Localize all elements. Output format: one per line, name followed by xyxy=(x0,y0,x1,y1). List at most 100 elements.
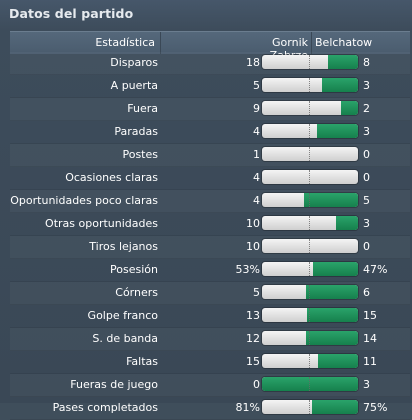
home-value: 5 xyxy=(253,79,260,92)
stat-row: Golpe franco 13 15 xyxy=(10,305,410,328)
stat-label: Paradas xyxy=(114,125,158,138)
away-share-fill xyxy=(306,308,358,322)
header-divider xyxy=(311,32,312,54)
stat-row: Ocasiones claras 4 0 xyxy=(10,167,410,190)
away-share-fill xyxy=(312,262,358,276)
stat-row: Córners 5 6 xyxy=(10,282,410,305)
bar-midline xyxy=(309,170,310,184)
home-value: 10 xyxy=(246,240,260,253)
stat-row: Postes 1 0 xyxy=(10,144,410,167)
bar-midline xyxy=(309,193,310,207)
header-away-team[interactable]: Belchatow xyxy=(315,36,373,49)
home-value: 13 xyxy=(246,309,260,322)
home-value: 0 xyxy=(253,378,260,391)
away-value: 14 xyxy=(363,332,377,345)
stat-row: Otras oportunidades 10 3 xyxy=(10,213,410,236)
bar-midline xyxy=(309,331,310,345)
away-share-fill xyxy=(306,331,358,345)
stat-comparison-bar xyxy=(262,147,358,161)
home-value: 4 xyxy=(253,171,260,184)
bar-midline xyxy=(309,78,310,92)
stat-comparison-bar xyxy=(262,331,358,345)
home-value: 18 xyxy=(246,56,260,69)
stat-row: Faltas 15 11 xyxy=(10,351,410,374)
stat-comparison-bar xyxy=(262,239,358,253)
bar-midline xyxy=(309,101,310,115)
stat-comparison-bar xyxy=(262,101,358,115)
stat-comparison-bar xyxy=(262,216,358,230)
stat-comparison-bar xyxy=(262,124,358,138)
stats-table: Disparos 18 8 A puerta 5 3 Fuera 9 2 Paradas 4 3 Pos… xyxy=(10,52,410,420)
away-share-fill xyxy=(262,377,358,391)
bar-midline xyxy=(309,239,310,253)
away-share-fill xyxy=(322,78,358,92)
away-share-fill xyxy=(304,193,358,207)
stat-comparison-bar xyxy=(262,170,358,184)
bar-midline xyxy=(309,308,310,322)
home-value: 12 xyxy=(246,332,260,345)
stat-label: Faltas xyxy=(126,355,158,368)
stat-row: A puerta 5 3 xyxy=(10,75,410,98)
stat-row: Tiros lejanos 10 0 xyxy=(10,236,410,259)
away-value: 6 xyxy=(363,286,370,299)
stat-row: Disparos 18 8 xyxy=(10,52,410,75)
home-value: 4 xyxy=(253,125,260,138)
away-value: 0 xyxy=(363,148,370,161)
stat-comparison-bar xyxy=(262,285,358,299)
bar-midline xyxy=(309,216,310,230)
home-value: 9 xyxy=(253,102,260,115)
stat-row: S. de banda 12 14 xyxy=(10,328,410,351)
bar-midline xyxy=(309,262,310,276)
bar-midline xyxy=(309,354,310,368)
stat-label: Disparos xyxy=(110,56,158,69)
home-value: 10 xyxy=(246,217,260,230)
away-value: 3 xyxy=(363,217,370,230)
away-value: 11 xyxy=(363,355,377,368)
bar-midline xyxy=(309,285,310,299)
away-share-fill xyxy=(328,55,358,69)
away-share-fill xyxy=(316,124,358,138)
away-share-fill xyxy=(317,354,358,368)
stat-label: Fueras de juego xyxy=(70,378,158,391)
stat-label: Ocasiones claras xyxy=(65,171,158,184)
stat-row: Pases completados 81% 75% xyxy=(10,397,410,420)
stat-comparison-bar xyxy=(262,262,358,276)
stat-label: Fuera xyxy=(127,102,158,115)
stat-row: Paradas 4 3 xyxy=(10,121,410,144)
away-value: 15 xyxy=(363,309,377,322)
away-share-fill xyxy=(311,400,358,414)
stat-label: A puerta xyxy=(110,79,158,92)
stat-label: Tiros lejanos xyxy=(89,240,158,253)
bar-midline xyxy=(309,55,310,69)
header-stat[interactable]: Estadística xyxy=(95,36,155,49)
home-value: 4 xyxy=(253,194,260,207)
stat-row: Fueras de juego 0 3 xyxy=(10,374,410,397)
stat-label: Postes xyxy=(122,148,158,161)
away-share-fill xyxy=(305,285,358,299)
stat-comparison-bar xyxy=(262,400,358,414)
home-value: 5 xyxy=(253,286,260,299)
home-value: 15 xyxy=(246,355,260,368)
away-value: 3 xyxy=(363,125,370,138)
away-value: 3 xyxy=(363,79,370,92)
away-value: 8 xyxy=(363,56,370,69)
away-value: 2 xyxy=(363,102,370,115)
bar-midline xyxy=(309,124,310,138)
away-share-fill xyxy=(340,101,358,115)
stat-label: Otras oportunidades xyxy=(45,217,158,230)
stat-comparison-bar xyxy=(262,308,358,322)
bar-midline xyxy=(309,377,310,391)
panel-title: Datos del partido xyxy=(9,6,134,21)
away-value: 3 xyxy=(363,378,370,391)
stat-row: Oportunidades poco claras 4 5 xyxy=(10,190,410,213)
away-share-fill xyxy=(335,216,358,230)
stat-row: Fuera 9 2 xyxy=(10,98,410,121)
away-value: 0 xyxy=(363,171,370,184)
away-value: 0 xyxy=(363,240,370,253)
stat-comparison-bar xyxy=(262,377,358,391)
stat-comparison-bar xyxy=(262,193,358,207)
stat-comparison-bar xyxy=(262,55,358,69)
bar-midline xyxy=(309,147,310,161)
stat-comparison-bar xyxy=(262,78,358,92)
